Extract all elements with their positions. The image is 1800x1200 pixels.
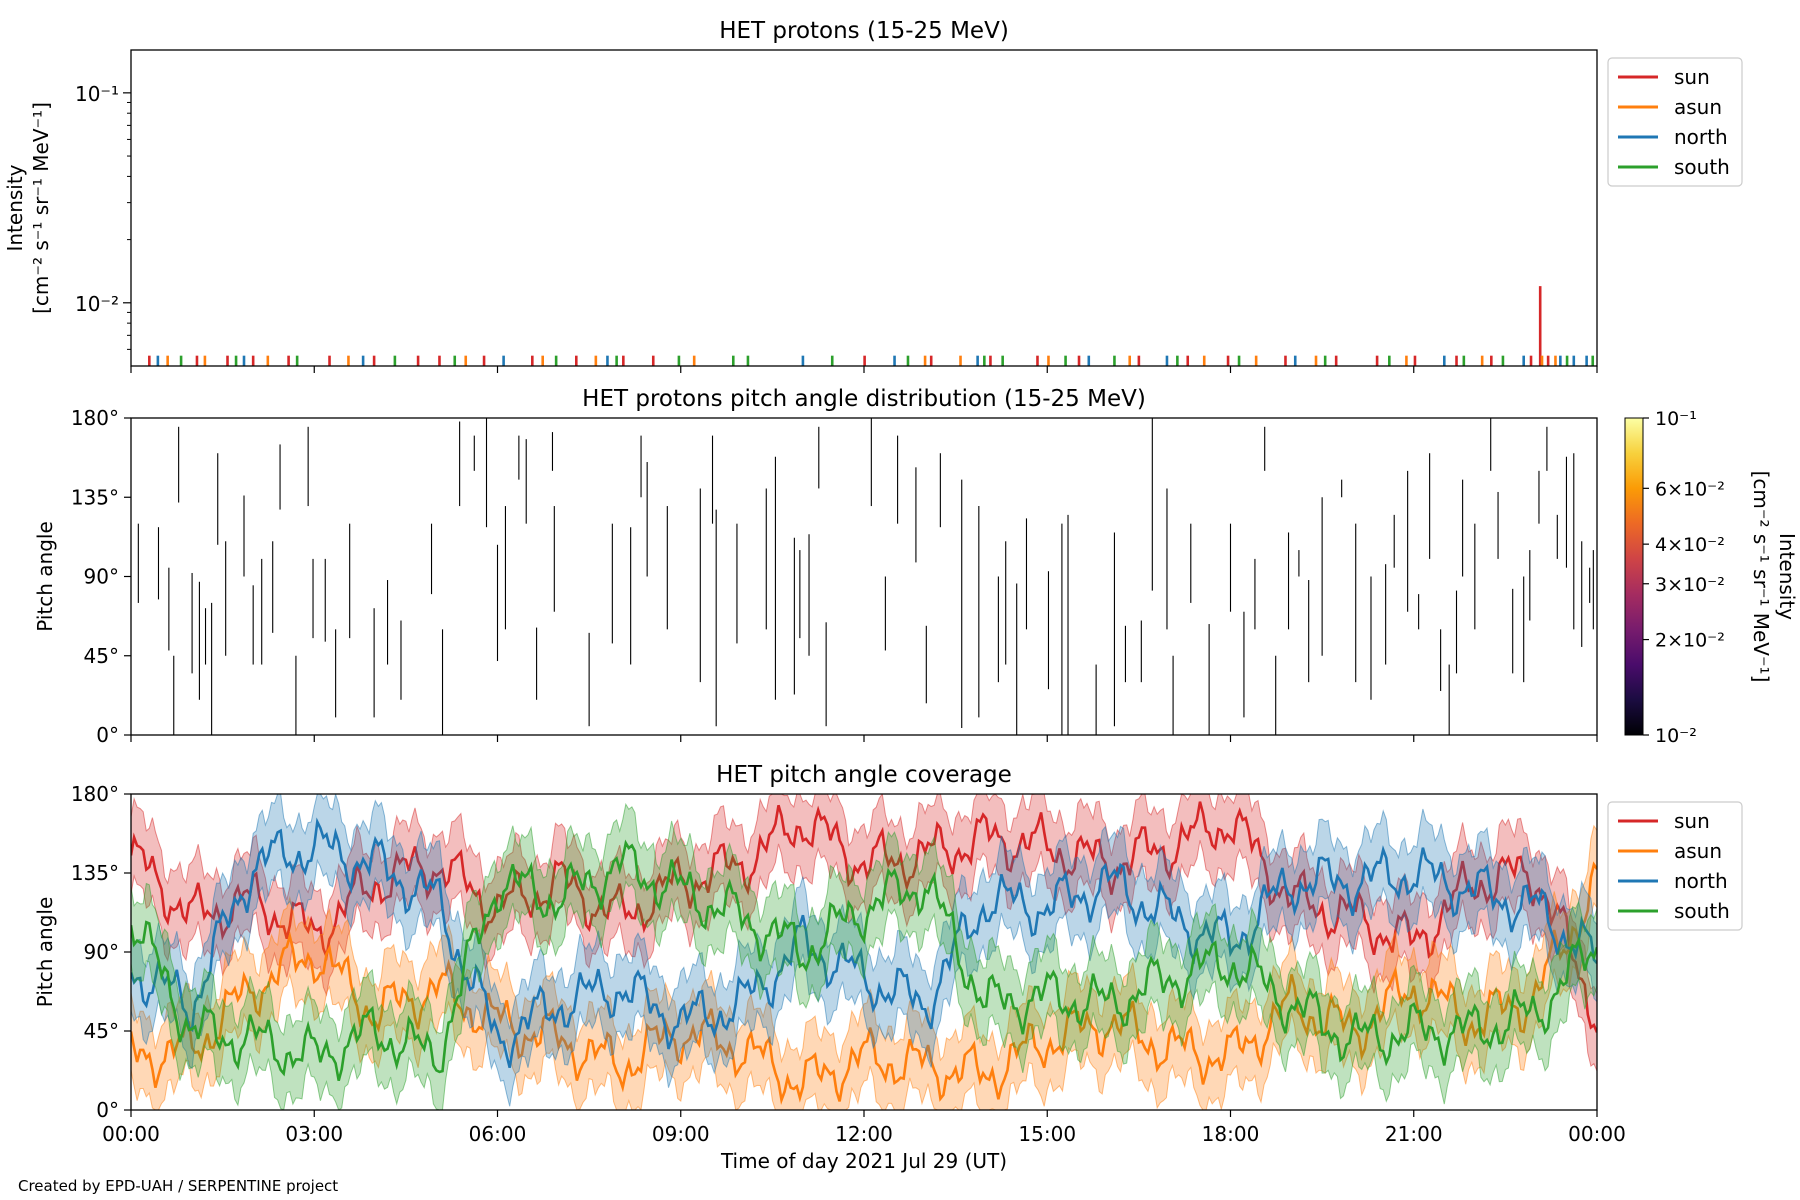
plot-frame-2 <box>130 417 1598 736</box>
legend-label-south: south <box>1674 899 1730 923</box>
legend: sun asun north south <box>1607 57 1743 187</box>
legend-label-south: south <box>1674 155 1730 179</box>
panel-title: HET pitch angle coverage <box>716 762 1012 788</box>
colorbar-tick-label: 10⁻¹ <box>1655 408 1697 430</box>
coverage-line-south <box>131 839 1597 1082</box>
coverage-band-south <box>131 802 1597 1110</box>
y-tick-label: 10⁻² <box>75 292 119 316</box>
y-axis-label: Pitch angle <box>33 897 57 1008</box>
y-tick-label: 10⁻¹ <box>75 82 119 106</box>
legend-label-sun: sun <box>1674 65 1710 89</box>
y-tick-label: 45° <box>84 644 119 668</box>
y-tick-label: 180° <box>71 406 119 430</box>
legend-box <box>1607 57 1743 187</box>
coverage-band-sun <box>131 794 1597 1072</box>
x-tick-label: 03:00 <box>285 1122 343 1146</box>
colorbar-label: [cm⁻² s⁻¹ sr⁻¹ MeV⁻¹] <box>1749 471 1773 683</box>
y-axis-label: [cm⁻² s⁻¹ sr⁻¹ MeV⁻¹] <box>29 102 53 314</box>
legend-label-asun: asun <box>1674 95 1722 119</box>
legend-label-north: north <box>1674 869 1728 893</box>
y-axis-label: Pitch angle <box>33 521 57 632</box>
y-tick-label: 90° <box>84 940 119 964</box>
coverage-plot-area <box>131 794 1597 1110</box>
y-tick-label: 0° <box>96 1098 119 1122</box>
colorbar-tick-label: 4×10⁻² <box>1655 534 1725 556</box>
x-tick-label: 12:00 <box>835 1122 893 1146</box>
panel-title: HET protons pitch angle distribution (15… <box>582 386 1146 412</box>
x-tick-label: 21:00 <box>1385 1122 1443 1146</box>
coverage-line-north <box>131 817 1597 1069</box>
colorbar-tick-label: 6×10⁻² <box>1655 478 1725 500</box>
legend-label-north: north <box>1674 125 1728 149</box>
x-tick-label: 00:00 <box>102 1122 160 1146</box>
legend: sun asun north south <box>1607 801 1743 931</box>
y-tick-label: 135° <box>71 485 119 509</box>
legend-label-asun: asun <box>1674 839 1722 863</box>
y-tick-label: 0° <box>96 723 119 747</box>
colorbar-tick-label: 3×10⁻² <box>1655 574 1725 596</box>
x-tick-label: 00:00 <box>1568 1122 1626 1146</box>
colorbar-tick-label: 10⁻² <box>1655 725 1697 747</box>
y-tick-label: 90° <box>84 565 119 589</box>
x-tick-label: 15:00 <box>1018 1122 1076 1146</box>
coverage-band-asun <box>131 824 1597 1110</box>
colorbar-tick-label: 2×10⁻² <box>1655 630 1725 652</box>
legend-box <box>1607 801 1743 931</box>
y-tick-label: 135° <box>71 861 119 885</box>
colorbar-label: Intensity <box>1775 533 1799 620</box>
credit-text: Created by EPD-UAH / SERPENTINE project <box>18 1177 339 1195</box>
x-axis-label: Time of day 2021 Jul 29 (UT) <box>720 1149 1007 1173</box>
y-tick-label: 180° <box>71 782 119 806</box>
y-axis-label: Intensity <box>3 164 27 251</box>
y-tick-label: 45° <box>84 1019 119 1043</box>
x-tick-label: 06:00 <box>469 1122 527 1146</box>
x-tick-label: 09:00 <box>652 1122 710 1146</box>
plot-frame-1 <box>130 49 1598 367</box>
x-tick-label: 18:00 <box>1202 1122 1260 1146</box>
panel-title: HET protons (15-25 MeV) <box>719 18 1009 44</box>
legend-label-sun: sun <box>1674 809 1710 833</box>
colorbar <box>1624 417 1644 736</box>
